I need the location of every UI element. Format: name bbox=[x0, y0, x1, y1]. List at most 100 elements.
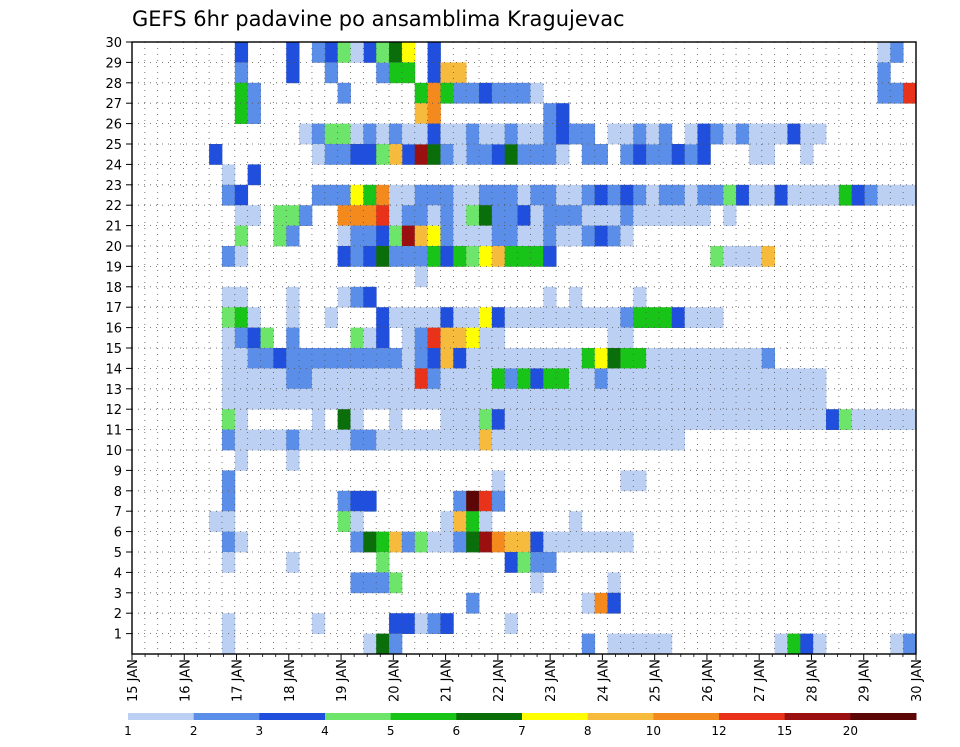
heatmap-cell bbox=[607, 409, 621, 430]
heatmap-cell bbox=[684, 368, 698, 390]
heatmap-cell bbox=[389, 184, 403, 206]
heatmap-cell bbox=[363, 368, 377, 390]
heatmap-cell bbox=[543, 552, 557, 573]
heatmap-cell bbox=[504, 205, 518, 226]
heatmap-cell bbox=[813, 633, 827, 655]
heatmap-cell bbox=[646, 307, 660, 328]
heatmap-cell bbox=[517, 531, 531, 553]
heatmap-cell bbox=[890, 184, 904, 206]
heatmap-cell bbox=[286, 552, 300, 573]
heatmap-cell bbox=[504, 552, 518, 573]
heatmap-cell bbox=[247, 348, 261, 369]
heatmap-cell bbox=[517, 307, 531, 328]
colorbar-swatch bbox=[719, 713, 786, 720]
heatmap-cell bbox=[877, 184, 891, 206]
heatmap-cell bbox=[800, 388, 814, 410]
heatmap-cell bbox=[363, 286, 377, 308]
heatmap-cell bbox=[350, 286, 364, 308]
heatmap-cell bbox=[568, 286, 583, 308]
heatmap-cell bbox=[466, 82, 480, 104]
heatmap-cell bbox=[401, 368, 416, 390]
heatmap-cell bbox=[684, 184, 698, 206]
heatmap-cell bbox=[723, 123, 737, 145]
heatmap-cell bbox=[414, 307, 428, 328]
heatmap-cell bbox=[594, 592, 608, 614]
heatmap-cell bbox=[247, 388, 261, 410]
heatmap-cell bbox=[234, 307, 249, 328]
heatmap-cell bbox=[620, 368, 634, 390]
heatmap-cell bbox=[491, 225, 506, 247]
heatmap-cell bbox=[697, 184, 711, 206]
heatmap-cell bbox=[286, 307, 300, 328]
heatmap-cell bbox=[710, 246, 724, 267]
colorbar-label: 10 bbox=[646, 724, 661, 738]
heatmap-cell bbox=[466, 144, 480, 165]
heatmap-cell bbox=[658, 123, 673, 145]
heatmap-cell bbox=[710, 368, 724, 390]
heatmap-cell bbox=[363, 531, 377, 553]
heatmap-cell bbox=[504, 225, 518, 247]
heatmap-cell bbox=[350, 246, 364, 267]
heatmap-cell bbox=[401, 613, 416, 634]
x-tick-label: 15 JAN bbox=[126, 659, 141, 702]
y-tick-label: 6 bbox=[114, 526, 122, 541]
heatmap-cell bbox=[414, 184, 428, 206]
y-tick-label: 8 bbox=[114, 485, 122, 500]
heatmap-cell bbox=[556, 409, 570, 430]
heatmap-cell bbox=[543, 429, 557, 451]
heatmap-cell bbox=[658, 409, 673, 430]
heatmap-cell bbox=[813, 368, 827, 390]
y-tick-label: 19 bbox=[105, 260, 122, 275]
heatmap-cell bbox=[376, 368, 390, 390]
y-tick-label: 17 bbox=[105, 301, 122, 316]
heatmap-cell bbox=[286, 42, 300, 63]
heatmap-cell bbox=[466, 490, 480, 512]
heatmap-cell bbox=[890, 633, 904, 655]
heatmap-cell bbox=[671, 409, 686, 430]
heatmap-cell bbox=[877, 42, 891, 63]
y-tick-label: 10 bbox=[105, 444, 122, 459]
heatmap-cell bbox=[748, 348, 763, 369]
heatmap-cell bbox=[273, 225, 287, 247]
heatmap-cell bbox=[787, 409, 801, 430]
heatmap-cell bbox=[774, 633, 788, 655]
heatmap-cell bbox=[851, 409, 865, 430]
heatmap-cell bbox=[479, 368, 493, 390]
heatmap-cell bbox=[247, 205, 261, 226]
heatmap-cell bbox=[479, 429, 493, 451]
heatmap-cell bbox=[736, 368, 750, 390]
heatmap-cell bbox=[568, 531, 583, 553]
heatmap-cell bbox=[710, 409, 724, 430]
colorbar-swatch bbox=[850, 713, 917, 720]
y-tick-label: 7 bbox=[114, 505, 122, 520]
heatmap-cell bbox=[581, 225, 596, 247]
heatmap-cell bbox=[581, 307, 596, 328]
heatmap-cell bbox=[401, 225, 416, 247]
heatmap-cell bbox=[620, 531, 634, 553]
heatmap-cell bbox=[453, 225, 467, 247]
heatmap-cell bbox=[556, 429, 570, 451]
heatmap-cell bbox=[273, 205, 287, 226]
heatmap-cell bbox=[221, 511, 236, 532]
heatmap-cell bbox=[633, 286, 647, 308]
colorbar: 1 2 3 4 5 6 7 8 10 12 15 20 bbox=[124, 713, 917, 738]
heatmap-cell bbox=[414, 613, 428, 634]
heatmap-cell bbox=[543, 225, 557, 247]
heatmap-cell bbox=[517, 348, 531, 369]
heatmap-cell bbox=[568, 409, 583, 430]
heatmap-cell bbox=[376, 531, 390, 553]
heatmap-cell bbox=[877, 82, 891, 104]
heatmap-cell bbox=[466, 388, 480, 410]
heatmap-cell bbox=[594, 205, 608, 226]
heatmap-cell bbox=[851, 184, 865, 206]
heatmap-cells bbox=[209, 42, 917, 655]
heatmap-cell bbox=[440, 62, 454, 84]
heatmap-cell bbox=[633, 429, 647, 451]
heatmap-cell bbox=[530, 307, 544, 328]
heatmap-cell bbox=[401, 307, 416, 328]
heatmap-cell bbox=[453, 123, 467, 145]
heatmap-cell bbox=[363, 144, 377, 165]
heatmap-cell bbox=[607, 388, 621, 410]
x-tick-label: 20 JAN bbox=[387, 659, 402, 702]
heatmap-cell bbox=[530, 144, 544, 165]
